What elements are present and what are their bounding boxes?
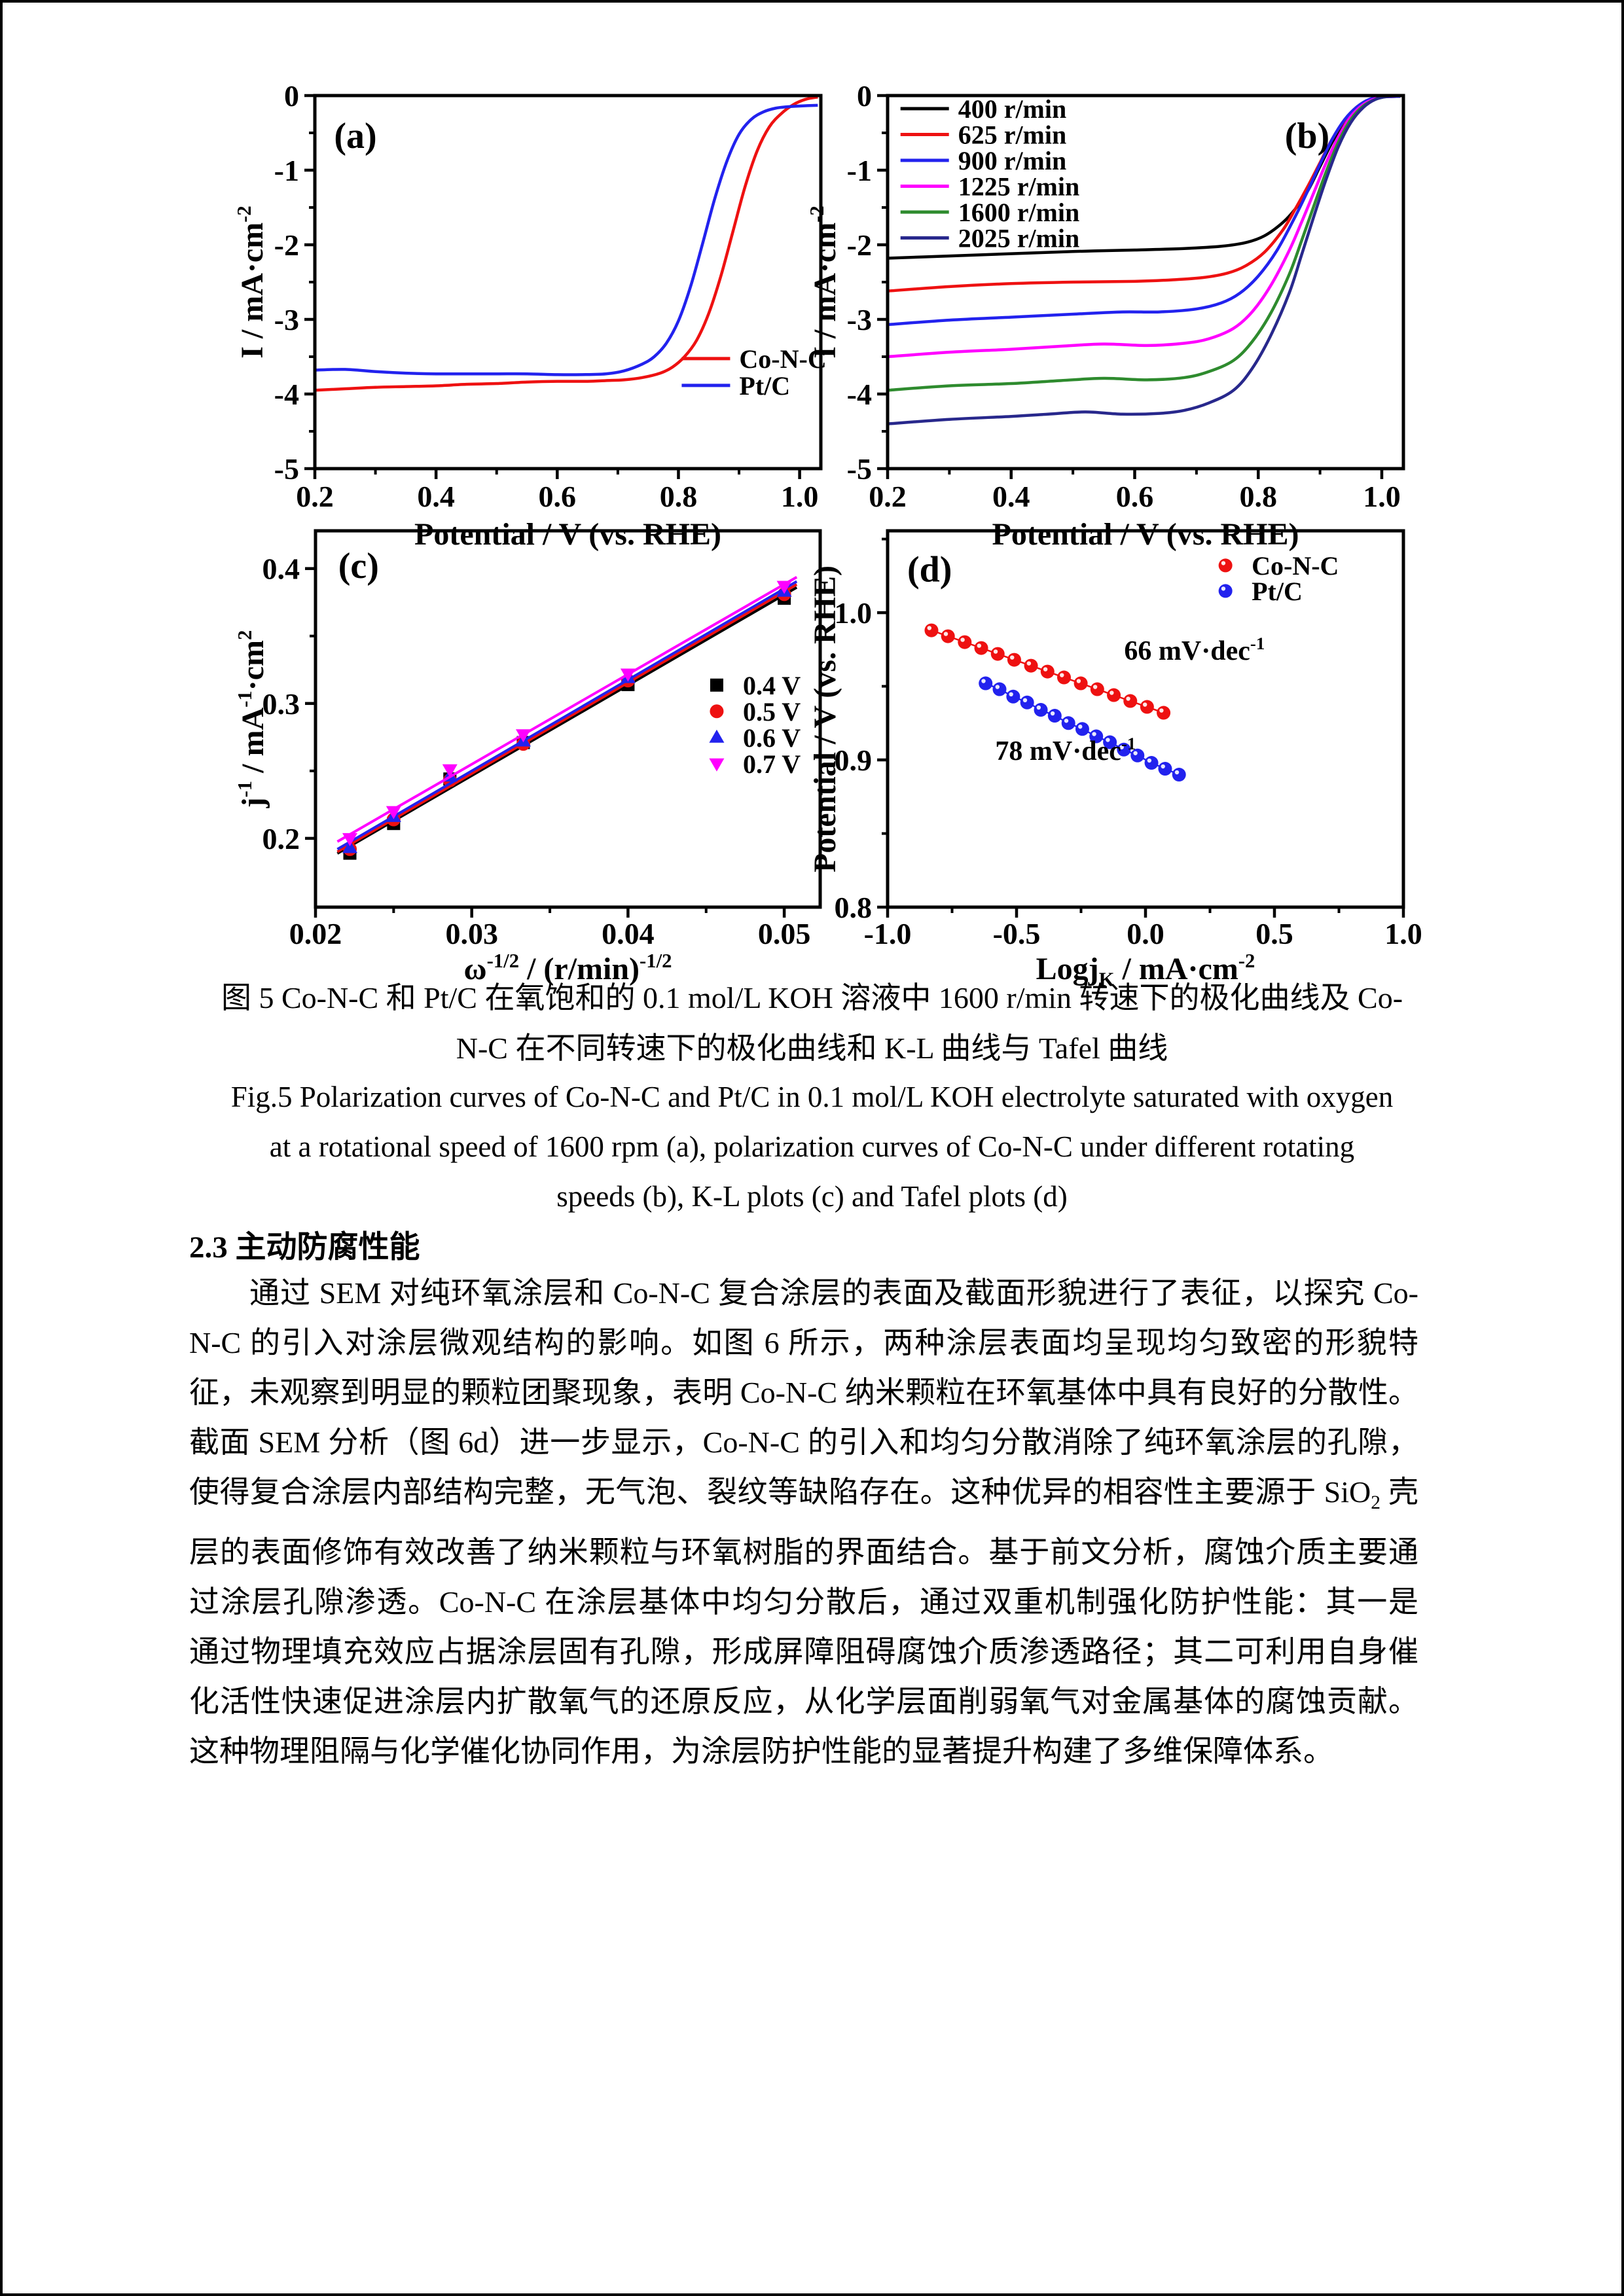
svg-text:0.4: 0.4 (417, 480, 455, 513)
svg-text:-2: -2 (847, 228, 872, 262)
svg-text:(a): (a) (334, 116, 376, 156)
svg-text:1.0: 1.0 (835, 596, 873, 630)
svg-text:ω-1/2 / (r/min)-1/2: ω-1/2 / (r/min)-1/2 (463, 950, 672, 986)
svg-text:900 r/min: 900 r/min (958, 146, 1067, 175)
svg-text:-1: -1 (847, 154, 872, 187)
svg-text:0.9: 0.9 (835, 744, 873, 777)
body-paragraph: 通过 SEM 对纯环氧涂层和 Co-N-C 复合涂层的表面及截面形貌进行了表征，… (189, 1268, 1418, 1776)
para-line: 化活性快速促进涂层内扩散氧气的还原反应，从化学层面削弱氧气对金属基体的腐蚀贡献。 (189, 1685, 1418, 1719)
para-line: 通过 SEM 对纯环氧涂层和 Co-N-C 复合涂层的表面及截面形貌进行了表征，… (249, 1276, 1418, 1310)
chart-kl-plots: 0.02 0.03 0.04 0.05 0.2 0.3 0.4 ω-1/2 / (r/min)… (234, 529, 822, 986)
svg-text:(c): (c) (338, 546, 379, 586)
svg-text:0.6: 0.6 (539, 480, 577, 513)
svg-text:Co-N-C: Co-N-C (1252, 551, 1339, 581)
chart-tafel-plots: -1.0 -0.5 0.0 0.5 1.0 0.8 0.9 1.0 LogjK / mA·cm-… (808, 529, 1422, 991)
svg-text:-3: -3 (847, 303, 872, 336)
svg-text:I / mA·cm-2: I / mA·cm-2 (233, 206, 270, 359)
svg-text:LogjK / mA·cm-2: LogjK / mA·cm-2 (1036, 950, 1255, 991)
svg-text:0.8: 0.8 (835, 891, 873, 924)
caption-line: at a rotational speed of 1600 rpm (a), p… (269, 1130, 1355, 1163)
caption-line: 图 5 Co-N-C 和 Pt/C 在氧饱和的 0.1 mol/L KOH 溶液… (221, 981, 1403, 1014)
section-heading: 2.3 主动防腐性能 (189, 1230, 420, 1265)
svg-text:Potential / V (vs. RHE): Potential / V (vs. RHE) (992, 517, 1299, 552)
svg-text:625 r/min: 625 r/min (958, 120, 1067, 149)
svg-text:-0.5: -0.5 (993, 917, 1041, 950)
svg-text:0.5: 0.5 (1255, 917, 1293, 950)
svg-text:0.7 V: 0.7 V (743, 749, 801, 779)
caption-line: N-C 在不同转速下的极化曲线和 K-L 曲线与 Tafel 曲线 (456, 1031, 1168, 1065)
svg-text:0.8: 0.8 (1239, 480, 1277, 513)
svg-text:(b): (b) (1285, 116, 1329, 156)
chart-polarization-speeds: 0.2 0.4 0.6 0.8 1.0 0 -1 -2 -3 -4 -5 Potential / V … (806, 79, 1405, 552)
svg-text:0.02: 0.02 (289, 917, 342, 950)
svg-text:0.8: 0.8 (660, 480, 698, 513)
svg-text:I / mA·cm-2: I / mA·cm-2 (806, 206, 842, 359)
para-line: 过涂层孔隙渗透。Co-N-C 在涂层基体中均匀分散后，通过双重机制强化防护性能：… (189, 1585, 1418, 1619)
svg-text:0.2: 0.2 (869, 480, 907, 513)
figure-caption-zh: 图 5 Co-N-C 和 Pt/C 在氧饱和的 0.1 mol/L KOH 溶液… (134, 973, 1490, 1073)
svg-text:0.5 V: 0.5 V (743, 697, 801, 726)
svg-text:-4: -4 (847, 378, 872, 411)
para-line: 截面 SEM 分析（图 6d）进一步显示，Co-N-C 的引入和均匀分散消除了纯… (189, 1426, 1418, 1459)
caption-line: Fig.5 Polarization curves of Co-N-C and … (230, 1081, 1394, 1113)
para-line: 使得复合涂层内部结构完整，无气泡、裂纹等缺陷存在。这种优异的相容性主要源于 Si… (189, 1475, 1418, 1514)
svg-text:-1.0: -1.0 (864, 917, 912, 950)
chart-polarization-comparison: 0.2 0.4 0.6 0.8 1.0 0 -1 -2 -3 -4 -5 Potential / V … (233, 79, 827, 552)
svg-text:1.0: 1.0 (781, 480, 819, 513)
para-line: 通过物理填充效应占据涂层固有孔隙，形成屏障阻碍腐蚀介质渗透路径；其二可利用自身催 (189, 1635, 1418, 1669)
svg-text:0.4 V: 0.4 V (743, 671, 801, 700)
svg-text:0.05: 0.05 (758, 917, 811, 950)
para-line: 这种物理阻隔与化学催化协同作用，为涂层防护性能的显著提升构建了多维保障体系。 (189, 1734, 1333, 1768)
svg-text:0.3: 0.3 (262, 687, 300, 721)
svg-text:0.03: 0.03 (445, 917, 498, 950)
svg-text:Co-N-C: Co-N-C (739, 344, 826, 374)
svg-text:0.04: 0.04 (602, 917, 655, 950)
svg-text:0.4: 0.4 (992, 480, 1030, 513)
para-line: 征，未观察到明显的颗粒团聚现象，表明 Co-N-C 纳米颗粒在环氧基体中具有良好… (189, 1376, 1418, 1409)
svg-text:0.2: 0.2 (262, 822, 300, 855)
svg-text:1.0: 1.0 (1363, 480, 1401, 513)
svg-text:(d): (d) (907, 550, 952, 590)
svg-text:0: 0 (284, 79, 299, 113)
svg-text:Potential / V (vs. RHE): Potential / V (vs. RHE) (414, 517, 721, 552)
svg-text:j-1 / mA-1·cm2: j-1 / mA-1·cm2 (234, 630, 270, 809)
svg-text:0.4: 0.4 (262, 552, 300, 586)
caption-line: speeds (b), K-L plots (c) and Tafel plot… (556, 1180, 1068, 1213)
figure-caption-en: Fig.5 Polarization curves of Co-N-C and … (134, 1072, 1490, 1221)
svg-text:1600 r/min: 1600 r/min (958, 198, 1080, 227)
svg-text:-2: -2 (274, 228, 299, 262)
svg-text:0.0: 0.0 (1127, 917, 1164, 950)
svg-text:78 mV·dec-1: 78 mV·dec-1 (995, 734, 1136, 766)
svg-text:-1: -1 (274, 154, 299, 187)
svg-text:-5: -5 (274, 452, 299, 486)
svg-text:-4: -4 (274, 378, 299, 411)
svg-text:400 r/min: 400 r/min (958, 94, 1067, 124)
svg-text:Pt/C: Pt/C (739, 371, 790, 401)
svg-text:Pt/C: Pt/C (1252, 577, 1303, 606)
svg-text:-5: -5 (847, 452, 872, 486)
svg-text:0.6: 0.6 (1116, 480, 1154, 513)
svg-text:2025 r/min: 2025 r/min (958, 223, 1080, 253)
para-line: N-C 的引入对涂层微观结构的影响。如图 6 所示，两种涂层表面均呈现均匀致密的… (189, 1326, 1418, 1359)
svg-text:Potential / V (vs. RHE): Potential / V (vs. RHE) (808, 565, 842, 872)
svg-text:0: 0 (857, 79, 872, 113)
svg-text:1.0: 1.0 (1384, 917, 1422, 950)
svg-text:0.6 V: 0.6 V (743, 723, 801, 753)
svg-text:-3: -3 (274, 303, 299, 336)
para-line: 层的表面修饰有效改善了纳米颗粒与环氧树脂的界面结合。基于前文分析，腐蚀介质主要通 (189, 1535, 1418, 1570)
svg-text:1225 r/min: 1225 r/min (958, 171, 1080, 201)
svg-text:66 mV·dec-1: 66 mV·dec-1 (1124, 634, 1265, 666)
svg-text:0.2: 0.2 (296, 480, 334, 513)
